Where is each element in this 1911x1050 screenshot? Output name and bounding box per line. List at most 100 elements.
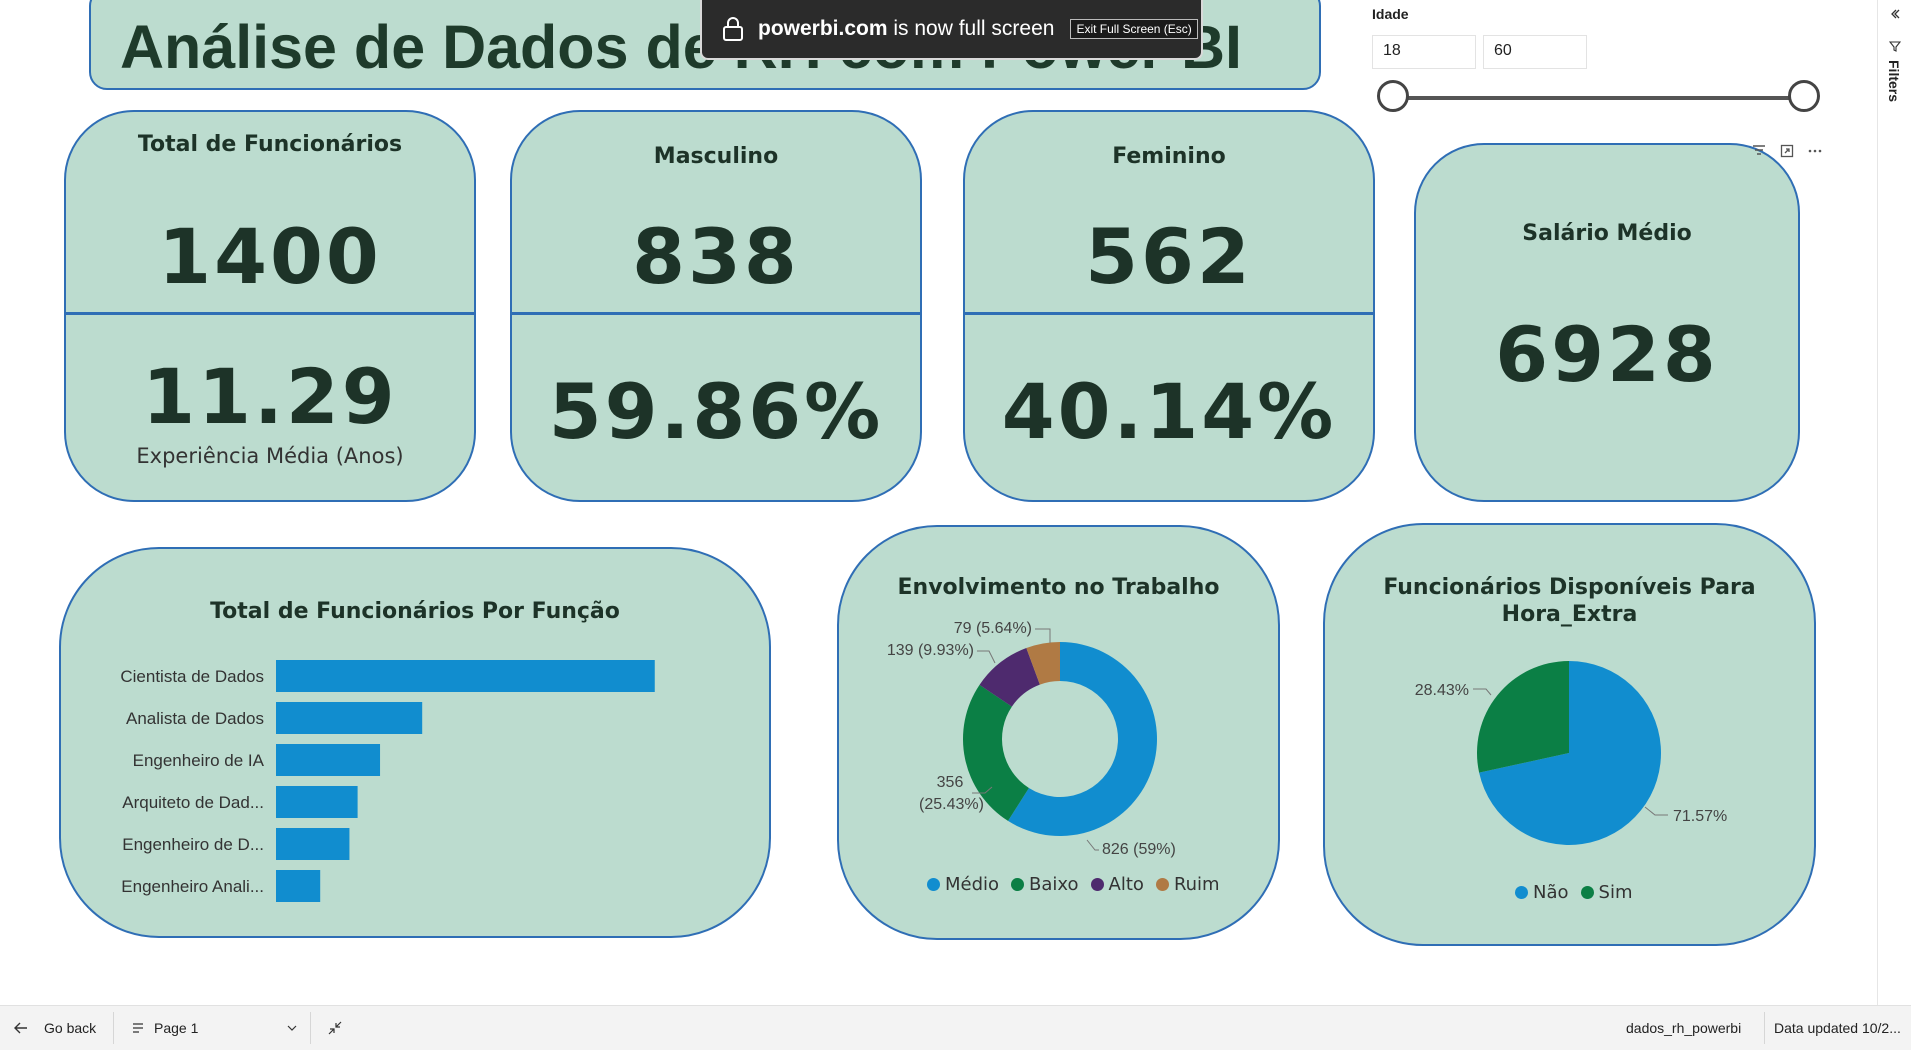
kpi-value: 1400 — [158, 212, 382, 301]
donut-slice-1[interactable] — [963, 684, 1029, 821]
donut-data-label: (25.43%) — [919, 796, 984, 813]
chevron-down-icon — [287, 1025, 297, 1031]
bar-3[interactable] — [276, 786, 358, 818]
bar-0[interactable] — [276, 660, 655, 692]
toast-message: powerbi.com is now full screen — [758, 17, 1055, 40]
pie-slice-0[interactable] — [1479, 661, 1661, 845]
filters-label[interactable]: Filters — [1886, 60, 1902, 103]
exit-fullscreen-icon-button[interactable] — [328, 1006, 342, 1050]
donut-chart-card: Envolvimento no Trabalho 826 (59%) 356 (25… — [837, 525, 1280, 940]
age-max-input[interactable]: 60 — [1483, 35, 1587, 69]
leader-line — [1473, 688, 1492, 696]
legend-entry[interactable]: Não — [1515, 882, 1569, 903]
legend-dot — [1515, 886, 1528, 899]
bar-category-label: Arquiteto de Dad... — [122, 793, 264, 812]
donut-slice-3[interactable] — [1026, 642, 1060, 685]
bar-category-label: Analista de Dados — [126, 709, 264, 728]
exit-fullscreen-button[interactable]: Exit Full Screen (Esc) — [1070, 19, 1198, 39]
bar-chart-title: Total de Funcionários Por Função — [210, 599, 620, 624]
kpi-card-salary: Salário Médio 6928 — [1414, 143, 1800, 502]
bottom-bar: Go back Page 1 dados_rh_powerbi Data upd… — [0, 1005, 1911, 1050]
pie-chart-title-line2: Hora_Extra — [1501, 602, 1638, 627]
dataset-name: dados_rh_powerbi — [1626, 1020, 1742, 1036]
pie-data-label: 28.43% — [1415, 682, 1469, 699]
legend-label: Médio — [945, 874, 1000, 895]
donut-slice-2[interactable] — [979, 648, 1040, 707]
leader-line — [1086, 839, 1099, 851]
kpi-card-female: Feminino 562 40.14% — [963, 110, 1375, 502]
bar-chart-card: Total de Funcionários Por Função Cientis… — [59, 547, 771, 938]
kpi-card-male: Masculino 838 59.86% — [510, 110, 922, 502]
legend-label: Não — [1533, 882, 1569, 903]
fullscreen-toast: powerbi.com is now full screen Exit Full… — [700, 0, 1203, 60]
legend-label: Alto — [1108, 874, 1144, 895]
kpi-divider — [965, 312, 1373, 315]
bar-1[interactable] — [276, 702, 423, 734]
separator — [1764, 1012, 1765, 1044]
donut-chart-title: Envolvimento no Trabalho — [897, 575, 1220, 600]
pie-data-label: 71.57% — [1673, 808, 1727, 825]
visual-header — [1752, 144, 1822, 158]
legend-entry[interactable]: Baixo — [1011, 874, 1079, 895]
kpi-title: Salário Médio — [1522, 221, 1692, 246]
legend-label: Sim — [1598, 882, 1633, 903]
pie-chart-card: Funcionários Disponíveis Para Hora_Extra… — [1323, 523, 1816, 946]
kpi-card-total: Total de Funcionários 1400 11.29 Experiê… — [64, 110, 476, 502]
lock-icon — [723, 17, 743, 41]
leader-line — [977, 650, 996, 664]
kpi-sub-label: Experiência Média (Anos) — [136, 444, 404, 468]
filter-icon — [1889, 41, 1901, 52]
kpi-value: 6928 — [1495, 310, 1719, 399]
page-label: Page 1 — [154, 1020, 199, 1036]
kpi-value: 838 — [632, 212, 800, 301]
kpi-divider — [66, 312, 474, 315]
age-slider-track[interactable] — [1393, 96, 1803, 100]
bar-4[interactable] — [276, 828, 350, 860]
legend-entry[interactable]: Sim — [1580, 882, 1633, 903]
separator — [310, 1012, 311, 1044]
pie-slice-1[interactable] — [1477, 661, 1569, 773]
filter-icon[interactable] — [1752, 144, 1766, 158]
age-slicer-label: Idade — [1372, 6, 1409, 22]
go-back-button[interactable]: Go back — [14, 1006, 96, 1050]
pie-chart: 71.57% 28.43% — [1415, 661, 1727, 845]
go-back-label: Go back — [44, 1020, 97, 1036]
age-slider-max-handle[interactable] — [1788, 80, 1820, 112]
age-min-input[interactable]: 18 — [1372, 35, 1476, 69]
bar-category-label: Engenheiro Anali... — [121, 877, 264, 896]
legend-dot — [1155, 878, 1169, 891]
focus-mode-icon[interactable] — [1780, 144, 1794, 158]
kpi-title: Feminino — [1112, 144, 1226, 169]
collapse-icon — [328, 1021, 342, 1035]
age-slider-min-handle[interactable] — [1377, 80, 1409, 112]
legend-dot — [1580, 886, 1594, 899]
pages-icon — [133, 1023, 143, 1033]
bar-2[interactable] — [276, 744, 381, 776]
bar-category-label: Cientista de Dados — [120, 667, 264, 686]
page-selector[interactable]: Page 1 — [132, 1006, 297, 1050]
kpi-sub-value: 11.29 — [142, 352, 398, 441]
legend-entry[interactable]: Alto — [1090, 874, 1144, 895]
filters-pane[interactable]: Filters — [1877, 0, 1911, 1005]
kpi-divider — [512, 312, 920, 315]
pie-legend: Não Sim — [1515, 882, 1644, 903]
pie-chart-title-line1: Funcionários Disponíveis Para — [1383, 575, 1756, 600]
expand-chevron-icon[interactable] — [1889, 8, 1901, 20]
legend-label: Baixo — [1029, 874, 1079, 895]
kpi-percent: 40.14% — [1001, 367, 1337, 456]
leader-line — [972, 786, 993, 794]
more-options-icon[interactable] — [1808, 144, 1822, 158]
data-updated: Data updated 10/2... — [1774, 1020, 1901, 1036]
kpi-title: Masculino — [653, 144, 779, 169]
legend-dot — [1011, 878, 1025, 891]
kpi-title: Total de Funcionários — [137, 132, 403, 157]
donut-slice-0[interactable] — [1008, 642, 1157, 836]
bar-5[interactable] — [276, 870, 321, 902]
donut-data-label: 139 (9.93%) — [887, 642, 974, 659]
legend-entry[interactable]: Ruim — [1155, 874, 1220, 895]
kpi-percent: 59.86% — [548, 367, 884, 456]
bar-category-label: Engenheiro de D... — [122, 835, 264, 854]
legend-dot — [927, 878, 940, 891]
legend-entry[interactable]: Médio — [927, 874, 999, 895]
donut-legend: Médio Baixo Alto Ruim — [927, 874, 1232, 895]
